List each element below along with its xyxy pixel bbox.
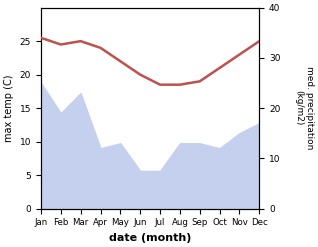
Y-axis label: med. precipitation
(kg/m2): med. precipitation (kg/m2) [294,66,314,150]
X-axis label: date (month): date (month) [109,233,191,243]
Y-axis label: max temp (C): max temp (C) [4,74,14,142]
